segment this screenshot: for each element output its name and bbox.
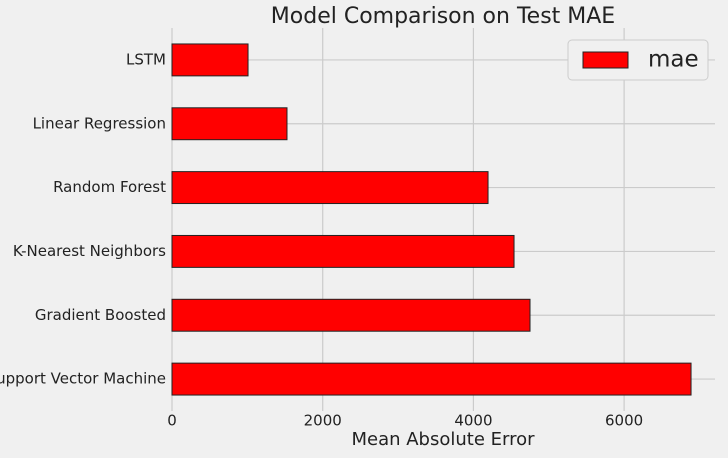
legend-box — [567, 39, 709, 81]
bar — [171, 43, 249, 77]
x-tick-label: 6000 — [605, 412, 643, 430]
x-tick-label: 2000 — [304, 412, 342, 430]
y-tick-label: Random Forest — [53, 178, 166, 196]
x-axis-label: Mean Absolute Error — [351, 429, 535, 450]
bar — [171, 107, 288, 141]
bar — [171, 171, 489, 205]
legend-swatch — [582, 51, 629, 69]
bar — [171, 234, 515, 268]
x-tick-label: 0 — [167, 412, 177, 430]
bar — [171, 362, 692, 396]
x-tick-label: 4000 — [454, 412, 492, 430]
legend-label: mae — [648, 47, 699, 73]
y-tick-label: Support Vector Machine — [0, 370, 166, 388]
y-tick-label: K-Nearest Neighbors — [13, 242, 166, 260]
y-tick-label: LSTM — [126, 50, 166, 68]
y-tick-label: Linear Regression — [33, 114, 166, 132]
y-tick-label: Gradient Boosted — [35, 306, 166, 324]
chart-title: Model Comparison on Test MAE — [271, 4, 615, 29]
bar — [171, 298, 531, 332]
